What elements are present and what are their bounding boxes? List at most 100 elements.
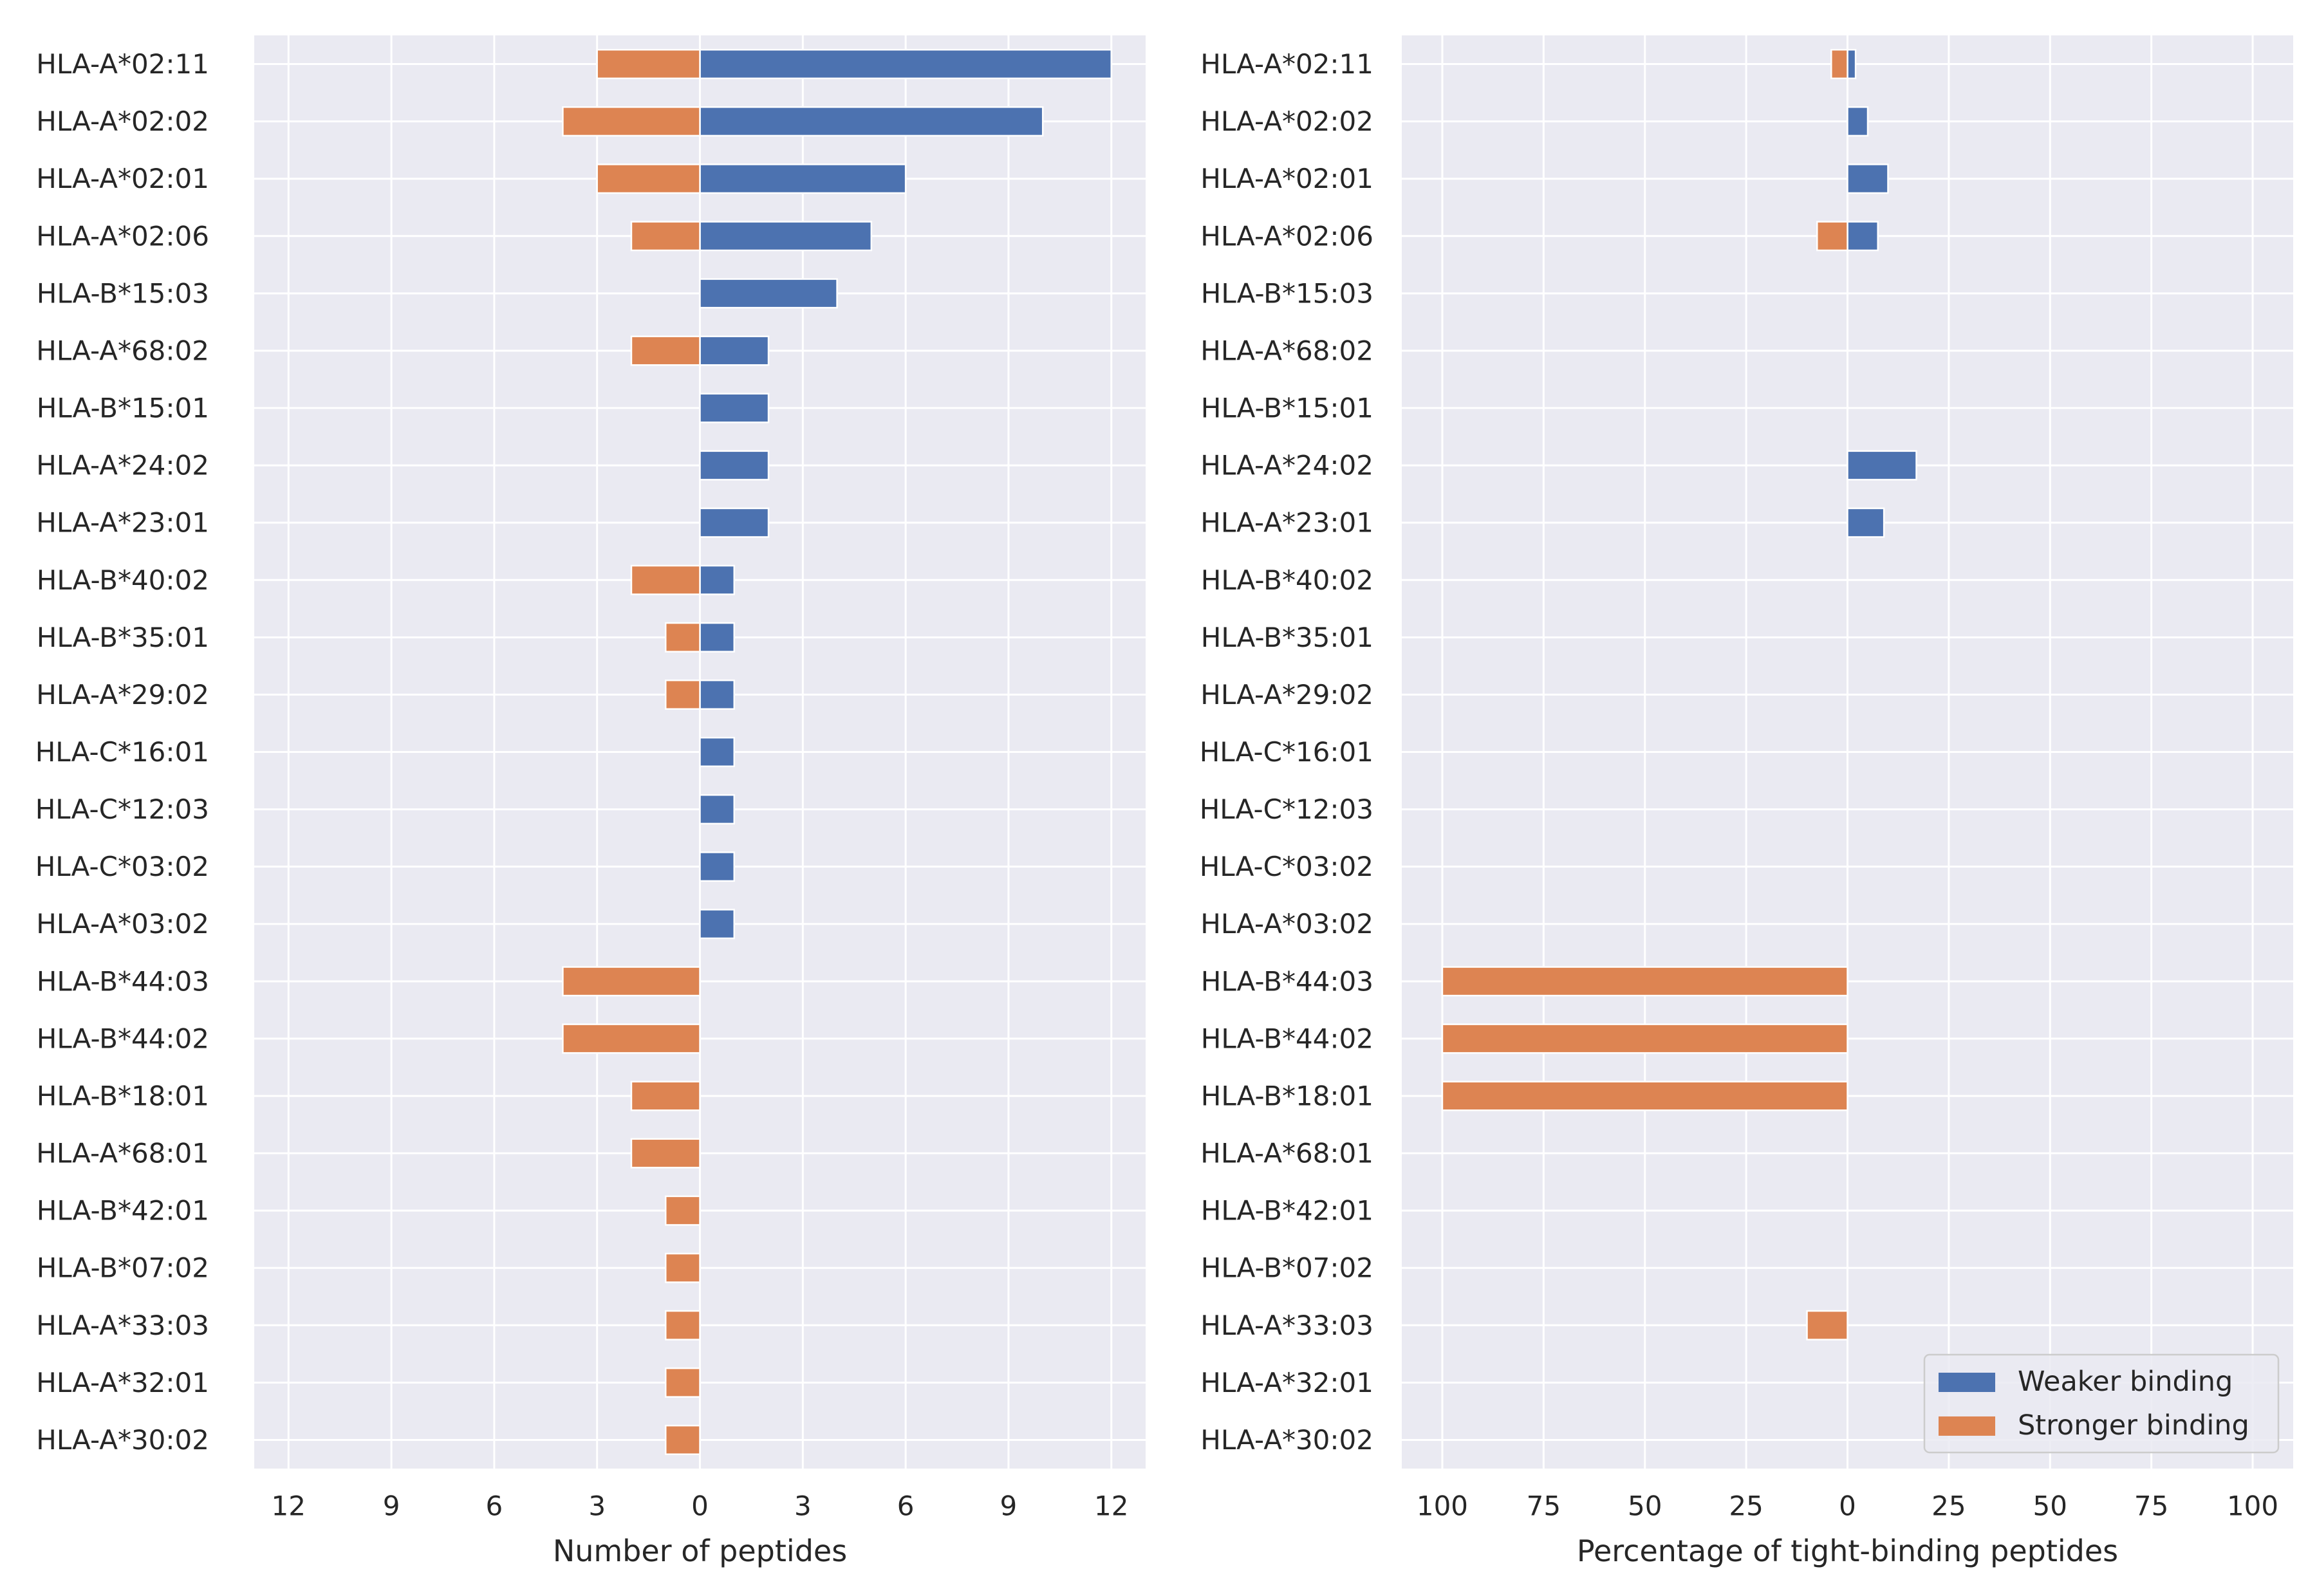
- left-category-label-22: HLA-A*33:03: [36, 1310, 209, 1341]
- left-bar-stronger-2: [596, 163, 701, 194]
- legend-box: [1923, 1353, 2280, 1454]
- left-category-label-21: HLA-B*07:02: [37, 1252, 209, 1284]
- left-bar-stronger-5: [630, 335, 701, 366]
- left-category-label-3: HLA-A*02:06: [36, 220, 209, 252]
- left-category-label-5: HLA-A*68:02: [36, 335, 209, 366]
- right-category-label-1: HLA-A*02:02: [1200, 106, 1373, 137]
- left-category-label-15: HLA-A*03:02: [36, 908, 209, 940]
- right-category-label-16: HLA-B*44:03: [1201, 965, 1373, 997]
- right-bar-weaker-2: [1847, 163, 1889, 194]
- right-category-label-19: HLA-A*68:01: [1200, 1138, 1373, 1169]
- right-bar-weaker-3: [1847, 221, 1879, 252]
- left-bar-weaker-12: [699, 736, 736, 768]
- right-bar-weaker-8: [1847, 507, 1885, 538]
- right-category-label-0: HLA-A*02:11: [1200, 48, 1373, 80]
- left-bar-stronger-9: [630, 564, 701, 595]
- right-bar-weaker-7: [1847, 450, 1917, 481]
- right-xtick-label-1: 75: [1527, 1490, 1561, 1522]
- left-bar-stronger-3: [630, 221, 701, 252]
- right-category-label-12: HLA-C*16:01: [1200, 736, 1373, 768]
- left-category-label-4: HLA-B*15:03: [37, 277, 209, 309]
- left-bar-stronger-16: [562, 966, 701, 997]
- left-category-label-1: HLA-A*02:02: [36, 106, 209, 137]
- left-category-label-7: HLA-A*24:02: [36, 450, 209, 481]
- left-bar-weaker-10: [699, 622, 736, 653]
- legend-stronger-swatch: [1939, 1416, 1995, 1436]
- legend-weaker-swatch: [1939, 1373, 1995, 1392]
- left-category-label-2: HLA-A*02:01: [36, 163, 209, 194]
- left-category-label-16: HLA-B*44:03: [37, 965, 209, 997]
- right-xtick-label-7: 75: [2134, 1490, 2168, 1522]
- left-category-label-6: HLA-B*15:01: [37, 393, 209, 424]
- left-bar-stronger-11: [664, 679, 701, 710]
- right-category-label-20: HLA-B*42:01: [1201, 1195, 1373, 1227]
- right-category-label-5: HLA-A*68:02: [1200, 335, 1373, 366]
- left-category-label-17: HLA-B*44:02: [37, 1023, 209, 1054]
- left-category-label-8: HLA-A*23:01: [36, 507, 209, 539]
- left-category-label-0: HLA-A*02:11: [36, 48, 209, 80]
- left-xtick-label-3: 3: [588, 1490, 606, 1522]
- right-xtick-label-2: 50: [1628, 1490, 1662, 1522]
- left-xaxis-title: Number of peptides: [553, 1534, 847, 1568]
- left-category-label-19: HLA-A*68:01: [36, 1138, 209, 1169]
- left-bar-stronger-17: [562, 1023, 701, 1054]
- left-xtick-label-8: 12: [1094, 1490, 1128, 1522]
- right-bar-stronger-0: [1830, 49, 1848, 80]
- left-category-label-10: HLA-B*35:01: [37, 622, 209, 653]
- left-bar-stronger-1: [562, 106, 701, 137]
- left-bar-weaker-11: [699, 679, 736, 710]
- right-category-label-22: HLA-A*33:03: [1200, 1310, 1373, 1341]
- left-category-label-14: HLA-C*03:02: [35, 851, 209, 882]
- right-category-label-18: HLA-B*18:01: [1201, 1080, 1373, 1111]
- right-category-label-14: HLA-C*03:02: [1200, 851, 1373, 882]
- right-xtick-label-4: 0: [1839, 1490, 1856, 1522]
- left-bar-weaker-4: [699, 278, 838, 309]
- right-xtick-label-3: 25: [1729, 1490, 1763, 1522]
- left-bar-weaker-8: [699, 507, 770, 538]
- right-bar-weaker-1: [1847, 106, 1869, 137]
- right-bar-stronger-22: [1806, 1310, 1848, 1341]
- left-bar-stronger-19: [630, 1138, 701, 1169]
- right-bar-stronger-3: [1816, 221, 1848, 252]
- left-bar-stronger-10: [664, 622, 701, 653]
- right-xtick-label-8: 100: [2227, 1490, 2278, 1522]
- right-xtick-label-0: 100: [1417, 1490, 1468, 1522]
- right-bar-stronger-18: [1441, 1081, 1848, 1111]
- left-bar-stronger-22: [664, 1310, 701, 1341]
- left-bar-weaker-1: [699, 106, 1044, 137]
- right-category-label-13: HLA-C*12:03: [1200, 793, 1373, 825]
- legend-stronger-label: Stronger binding: [2018, 1409, 2249, 1442]
- left-bar-stronger-24: [664, 1424, 701, 1455]
- left-category-label-23: HLA-A*32:01: [36, 1367, 209, 1398]
- right-bar-stronger-16: [1441, 966, 1848, 997]
- left-bar-weaker-13: [699, 794, 736, 825]
- left-bar-stronger-18: [630, 1081, 701, 1111]
- right-xtick-label-6: 50: [2033, 1490, 2067, 1522]
- right-category-label-24: HLA-A*30:02: [1200, 1424, 1373, 1456]
- right-category-label-17: HLA-B*44:02: [1201, 1023, 1373, 1054]
- left-bar-weaker-5: [699, 335, 770, 366]
- left-category-label-24: HLA-A*30:02: [36, 1424, 209, 1456]
- left-category-label-20: HLA-B*42:01: [37, 1195, 209, 1227]
- left-bar-stronger-21: [664, 1252, 701, 1283]
- left-xtick-label-4: 0: [691, 1490, 709, 1522]
- left-bar-stronger-0: [596, 49, 701, 80]
- right-category-label-8: HLA-A*23:01: [1200, 507, 1373, 539]
- right-bar-weaker-0: [1847, 49, 1857, 80]
- right-category-label-6: HLA-B*15:01: [1201, 393, 1373, 424]
- right-category-label-23: HLA-A*32:01: [1200, 1367, 1373, 1398]
- left-category-label-9: HLA-B*40:02: [37, 564, 209, 596]
- right-category-label-10: HLA-B*35:01: [1201, 622, 1373, 653]
- right-category-label-15: HLA-A*03:02: [1200, 908, 1373, 940]
- left-bar-stronger-23: [664, 1367, 701, 1398]
- left-category-label-13: HLA-C*12:03: [35, 793, 209, 825]
- left-category-label-11: HLA-A*29:02: [36, 679, 209, 710]
- right-xtick-label-5: 25: [1931, 1490, 1966, 1522]
- left-category-label-18: HLA-B*18:01: [37, 1080, 209, 1111]
- right-bar-stronger-17: [1441, 1023, 1848, 1054]
- left-bar-weaker-9: [699, 564, 736, 595]
- left-category-label-12: HLA-C*16:01: [35, 736, 209, 768]
- left-xtick-label-6: 6: [897, 1490, 915, 1522]
